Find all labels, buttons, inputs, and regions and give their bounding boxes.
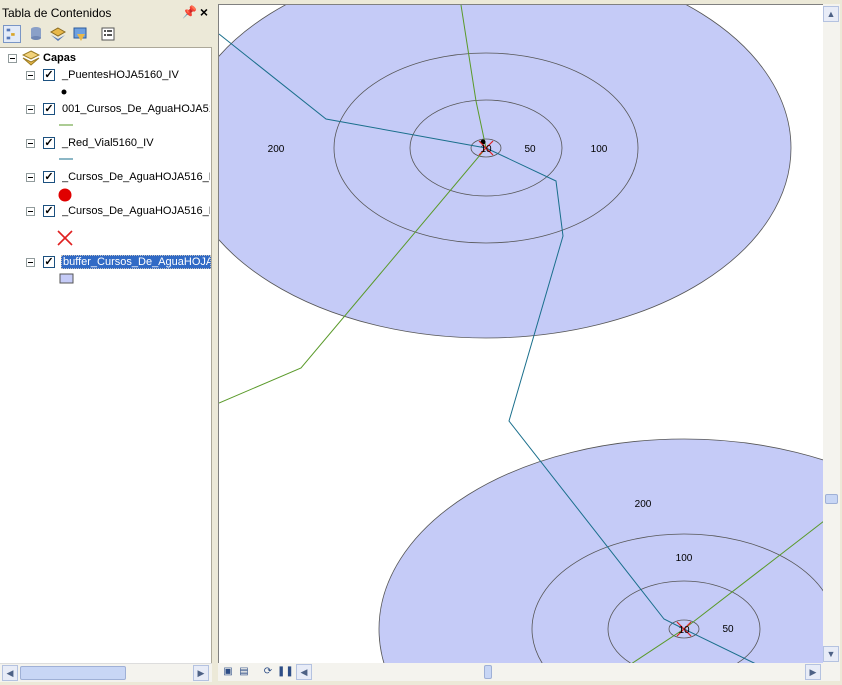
layer-visibility-checkbox[interactable]: ✓ (43, 205, 55, 217)
layer-label[interactable]: _Cursos_De_AguaHOJA516_R (62, 205, 210, 217)
layer-label[interactable]: _PuentesHOJA5160_IV (62, 69, 179, 81)
road-line (219, 33, 757, 664)
list-by-visibility-icon[interactable] (49, 25, 67, 43)
buffer-ring-200 (219, 5, 792, 339)
buffer-ring-100 (531, 533, 824, 664)
layer-visibility-checkbox[interactable]: ✓ (43, 103, 55, 115)
x-marker (478, 140, 494, 156)
ring-label: 100 (676, 553, 693, 564)
refresh-icon[interactable]: ⟳ (263, 666, 273, 677)
list-by-source-icon[interactable] (27, 25, 45, 43)
scroll-thumb[interactable] (484, 665, 492, 679)
data-view-icon[interactable]: ▣ (223, 666, 233, 677)
ring-label: 200 (635, 499, 652, 510)
layer-visibility-checkbox[interactable]: ✓ (43, 137, 55, 149)
pause-drawing-icon[interactable]: ❚❚ (277, 666, 294, 677)
list-by-selection-icon[interactable] (71, 25, 89, 43)
ring-label: 10 (480, 144, 492, 155)
toc-horizontal-scrollbar[interactable]: ◀ ▶ (0, 663, 212, 682)
map-display[interactable]: 10 50 100 200 10 50 100 200 (218, 4, 824, 664)
scroll-right-button[interactable]: ▶ (805, 664, 821, 680)
map-bottom-bar: ▣ ▤ ⟳ ❚❚ ◀ ▶ (218, 663, 840, 681)
layer-label[interactable]: _Cursos_De_AguaHOJA516_R (62, 171, 210, 183)
ring-label: 200 (268, 144, 285, 155)
scroll-up-button[interactable]: ▲ (823, 6, 839, 22)
ring-label: 50 (722, 624, 734, 635)
scroll-right-button[interactable]: ▶ (193, 665, 209, 681)
expand-toggle[interactable] (26, 71, 35, 80)
buffer-ring-10 (470, 138, 502, 158)
circle-symbol-icon (58, 188, 72, 202)
scroll-left-button[interactable]: ◀ (296, 664, 312, 680)
expand-toggle[interactable] (26, 207, 35, 216)
toc-title: Tabla de Contenidos (2, 6, 112, 20)
layer-label[interactable]: 001_Cursos_De_AguaHOJA5160_IV (62, 103, 210, 115)
line-symbol-icon (59, 124, 73, 126)
ring-label: 100 (591, 144, 608, 155)
line-symbol-icon (59, 158, 73, 160)
layer-label[interactable]: _Red_Vial5160_IV (62, 137, 154, 149)
layer-visibility-checkbox[interactable]: ✓ (43, 171, 55, 183)
layer-label-selected[interactable]: buffer_Cursos_De_AguaHOJA516 (61, 255, 211, 269)
scroll-down-button[interactable]: ▼ (823, 646, 839, 662)
buffer-ring-50 (607, 580, 761, 664)
list-by-drawing-order-icon[interactable] (3, 25, 21, 43)
ring-label: 10 (678, 625, 690, 636)
table-of-contents-panel: Tabla de Contenidos 📌 × Capas ✓ _Pue (0, 0, 212, 685)
root-layer-label[interactable]: Capas (43, 52, 77, 64)
scroll-thumb[interactable] (20, 666, 126, 680)
x-symbol-icon (57, 230, 73, 246)
layer-visibility-checkbox[interactable]: ✓ (43, 69, 55, 81)
toc-titlebar: Tabla de Contenidos 📌 × (0, 3, 212, 21)
polygon-symbol-icon (59, 273, 74, 284)
layers-icon (22, 50, 40, 66)
buffer-ring-100 (333, 52, 639, 244)
map-canvas[interactable]: 10 50 100 200 10 50 100 200 (219, 5, 824, 664)
layer-tree: Capas ✓ _PuentesHOJA5160_IV ✓ 001_Cursos… (0, 47, 212, 664)
scroll-thumb[interactable] (825, 494, 838, 504)
expand-toggle[interactable] (26, 173, 35, 182)
expand-toggle[interactable] (26, 139, 35, 148)
pin-icon[interactable]: 📌 (182, 5, 197, 19)
point-symbol-icon (61, 89, 67, 95)
close-icon[interactable]: × (199, 4, 209, 20)
toc-toolbar (0, 22, 212, 46)
ring-label: 50 (524, 144, 536, 155)
expand-toggle[interactable] (26, 105, 35, 114)
buffer-ring-50 (409, 99, 563, 197)
scroll-left-button[interactable]: ◀ (2, 665, 18, 681)
map-vertical-scrollbar[interactable]: ▲ ▼ (823, 4, 840, 663)
layer-visibility-checkbox[interactable]: ✓ (43, 256, 55, 268)
expand-toggle[interactable] (26, 258, 35, 267)
expand-toggle[interactable] (8, 54, 17, 63)
x-marker (676, 621, 692, 637)
buffer-ring-10 (668, 619, 700, 639)
options-icon[interactable] (99, 25, 117, 43)
buffer-ring-200 (378, 438, 824, 664)
layout-view-icon[interactable]: ▤ (239, 666, 249, 677)
